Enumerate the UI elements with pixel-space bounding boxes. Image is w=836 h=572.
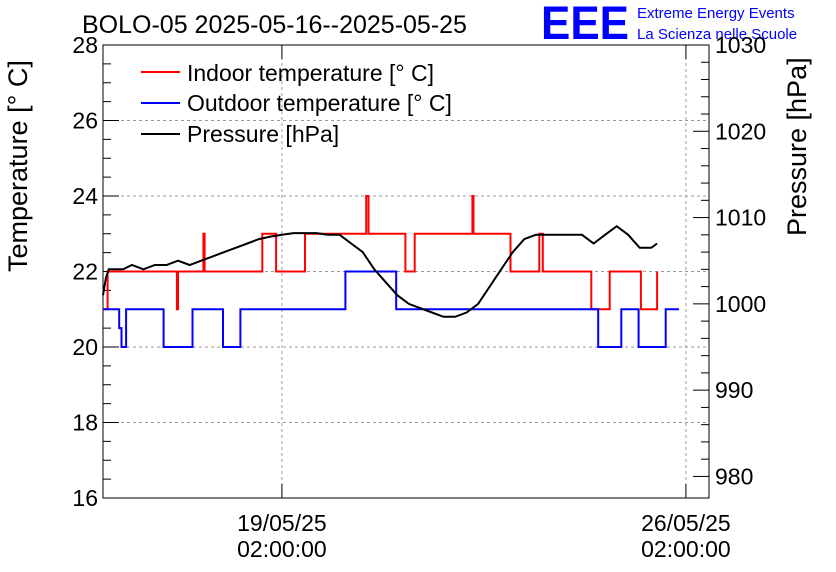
y-tick-label: 28 — [72, 32, 98, 58]
series-outdoor-temperature — [103, 270, 679, 348]
x-tick-label-date: 26/05/25 — [641, 510, 731, 536]
series-pressure — [102, 224, 658, 318]
x-tick-label-time: 02:00:00 — [641, 536, 731, 562]
y-tick-label: 16 — [72, 485, 98, 511]
y-tick-label: 24 — [72, 183, 98, 209]
y2-tick-label: 1020 — [715, 118, 766, 144]
legend-label-outdoor: Outdoor temperature [° C] — [187, 90, 452, 116]
legend-label-indoor: Indoor temperature [° C] — [187, 60, 434, 86]
chart-title: BOLO-05 2025-05-16--2025-05-25 — [82, 11, 467, 39]
y-tick-label: 22 — [72, 259, 98, 285]
y2-axis-label: Pressure [hPa] — [782, 57, 812, 236]
y2-tick-label: 1010 — [715, 205, 766, 231]
y2-tick-label: 1000 — [715, 291, 766, 317]
legend: Indoor temperature [° C] Outdoor tempera… — [141, 60, 452, 147]
y-axis-label: Temperature [° C] — [3, 60, 33, 272]
axes: 16 18 20 22 24 26 28 980 990 1000 1010 1020 1030 19/0… — [72, 32, 766, 562]
y-tick-label: 18 — [72, 410, 98, 436]
y2-tick-label: 990 — [715, 377, 753, 403]
x-tick-label-date: 19/05/25 — [237, 510, 327, 536]
y-tick-label: 20 — [72, 334, 98, 360]
series-lines — [102, 195, 679, 348]
y-tick-label: 26 — [72, 108, 98, 134]
legend-label-pressure: Pressure [hPa] — [187, 121, 339, 147]
x-tick-label-time: 02:00:00 — [237, 536, 327, 562]
series-indoor-temperature — [103, 195, 659, 311]
y2-tick-label: 980 — [715, 463, 753, 489]
logo-line-1: Extreme Energy Events — [637, 5, 795, 22]
logo-line-2: La Scienza nelle Scuole — [637, 26, 797, 43]
y2-tick-label: 1030 — [715, 32, 766, 58]
eee-logo: EEE — [541, 0, 629, 49]
